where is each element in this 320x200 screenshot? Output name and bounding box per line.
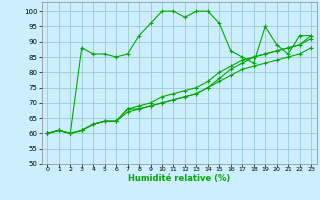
X-axis label: Humidité relative (%): Humidité relative (%) <box>128 174 230 183</box>
